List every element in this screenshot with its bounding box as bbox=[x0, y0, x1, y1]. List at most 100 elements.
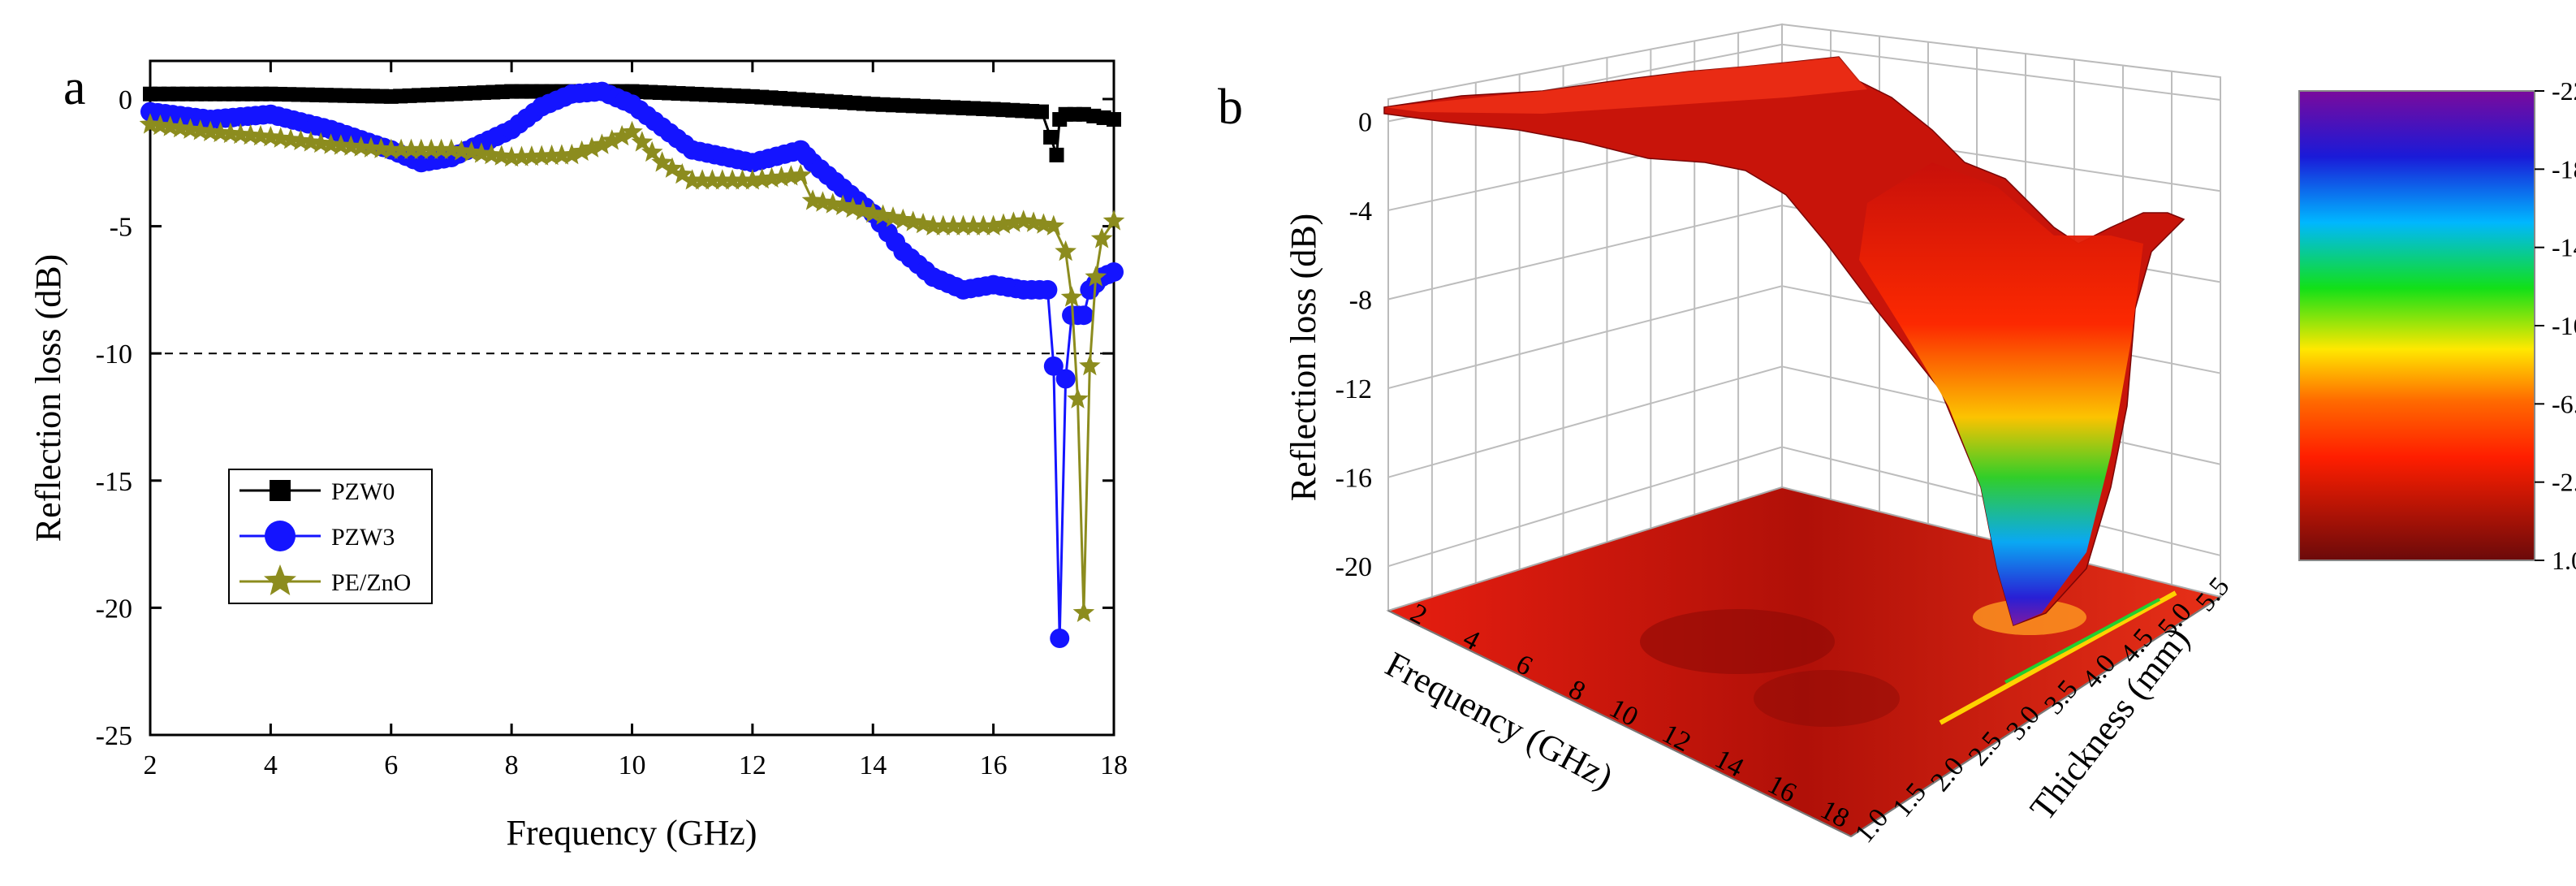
data-point-star bbox=[1055, 240, 1077, 261]
data-point-star bbox=[149, 114, 171, 136]
data-point-star bbox=[972, 214, 995, 236]
floor-minimum-band bbox=[1939, 590, 2177, 725]
data-point-star bbox=[992, 213, 1015, 234]
panel-a-y-axis-title: Reflection loss (dB) bbox=[28, 254, 68, 542]
y-tick-label: -10 bbox=[96, 339, 132, 370]
x-tick-label: 6 bbox=[384, 750, 398, 780]
data-point-star bbox=[270, 127, 292, 148]
x-tick-label: 16 bbox=[980, 750, 1008, 780]
data-point-star bbox=[580, 136, 603, 158]
data-point-star bbox=[410, 138, 433, 159]
data-point-star bbox=[179, 118, 201, 139]
data-point-star bbox=[541, 144, 563, 166]
data-point-star bbox=[922, 214, 944, 236]
data-point-circle bbox=[1038, 279, 1058, 300]
legend-item-pzw0: PZW0 bbox=[239, 478, 395, 505]
data-point-star bbox=[440, 138, 463, 159]
data-point-star bbox=[701, 169, 723, 190]
panel-a-label: a bbox=[63, 60, 86, 115]
z-tick-label: 0 bbox=[1358, 107, 1372, 137]
legend-item-pe-zno: PE/ZnO bbox=[239, 564, 411, 596]
data-point-star bbox=[320, 133, 342, 154]
legend-label-pe-zno: PE/ZnO bbox=[331, 569, 411, 596]
data-point-star bbox=[350, 136, 372, 157]
data-point-star bbox=[189, 119, 212, 140]
data-point-star bbox=[279, 128, 302, 149]
x-tick-label: 4 bbox=[264, 750, 278, 780]
data-point-star bbox=[691, 169, 714, 190]
colorbar-label: -6.000 bbox=[2552, 389, 2576, 418]
gridline-z-right bbox=[1781, 43, 2221, 102]
legend-star-marker bbox=[264, 564, 296, 595]
colorbar-label: -22.00 bbox=[2552, 76, 2576, 106]
data-point-star bbox=[1102, 210, 1125, 231]
data-point-star bbox=[842, 197, 864, 218]
data-point-star bbox=[591, 133, 613, 154]
z-tick-label: -12 bbox=[1335, 374, 1372, 404]
data-point-star bbox=[561, 143, 583, 165]
data-point-star bbox=[230, 123, 252, 145]
data-point-circle bbox=[1050, 628, 1070, 648]
colorbar-label: -18.00 bbox=[2552, 154, 2576, 184]
z-tick-label: -8 bbox=[1349, 286, 1372, 316]
data-point-star bbox=[952, 214, 974, 236]
y-tick-label: -5 bbox=[110, 213, 132, 243]
axis-edge bbox=[1850, 596, 2221, 837]
panel-a-line-chart: a 2 4 6 8 10 12 14 16 18 0 -5 -10 -15 -20 -25 Frequenc… bbox=[28, 59, 1128, 853]
panel-b-3d-surface: b 0-4-8-12-16-20246810121416181.01.52.02… bbox=[1218, 23, 2576, 849]
data-point-star bbox=[932, 214, 955, 236]
colorbar-label: -10.00 bbox=[2552, 311, 2576, 340]
data-point-star bbox=[300, 131, 322, 152]
series-pzw0 bbox=[143, 84, 1121, 162]
data-point-star bbox=[239, 123, 261, 145]
panel-a-series bbox=[139, 81, 1125, 648]
panel-a-plot-frame bbox=[149, 59, 1115, 737]
data-point-star bbox=[621, 120, 643, 141]
data-point-star bbox=[290, 129, 312, 150]
data-point-square bbox=[1107, 112, 1121, 127]
data-point-star bbox=[641, 140, 663, 162]
panel-a-legend: PZW0 PZW3 PE/ZnO bbox=[228, 469, 433, 604]
data-point-star bbox=[139, 113, 162, 134]
data-point-star bbox=[651, 151, 673, 172]
data-point-star bbox=[942, 214, 964, 236]
colorbar-label: 1.000 bbox=[2552, 546, 2576, 575]
data-point-star bbox=[260, 126, 282, 147]
data-point-star bbox=[451, 140, 472, 161]
data-point-circle bbox=[1104, 261, 1124, 282]
series-pe-zno bbox=[139, 113, 1125, 622]
z-tick-label: -4 bbox=[1349, 197, 1372, 227]
data-point-star bbox=[490, 145, 513, 166]
x-tick-label: 2 bbox=[144, 750, 157, 780]
data-point-star bbox=[209, 121, 231, 143]
legend-circle-marker bbox=[265, 521, 296, 551]
data-point-circle bbox=[1055, 369, 1076, 389]
data-point-star bbox=[822, 192, 844, 214]
data-point-star bbox=[789, 163, 812, 185]
data-point-star bbox=[340, 135, 362, 156]
data-point-star bbox=[1042, 214, 1065, 236]
data-point-star bbox=[601, 129, 624, 150]
data-point-star bbox=[470, 142, 493, 163]
panel-a-ticks: 2 4 6 8 10 12 14 16 18 0 -5 -10 -15 -20 -25 bbox=[96, 61, 1128, 780]
data-point-star bbox=[780, 165, 802, 186]
surface-absorption-dip bbox=[1859, 162, 2143, 625]
data-point-star bbox=[530, 145, 553, 166]
gridline-z-left bbox=[1387, 446, 1783, 568]
data-point-star bbox=[661, 157, 684, 178]
data-point-star bbox=[770, 166, 792, 187]
data-point-star bbox=[571, 140, 593, 161]
data-point-star bbox=[681, 169, 703, 190]
data-point-star bbox=[1003, 211, 1025, 232]
data-point-star bbox=[721, 169, 744, 190]
panel-b-label: b bbox=[1218, 80, 1243, 135]
data-point-star bbox=[309, 132, 332, 153]
data-point-star bbox=[711, 169, 734, 190]
gridline-z-left bbox=[1387, 205, 1783, 300]
data-point-star bbox=[1012, 210, 1034, 231]
data-point-star bbox=[741, 169, 764, 190]
panel-b-z-axis-title: Reflection loss (dB) bbox=[1284, 214, 1323, 501]
y-tick-label: -15 bbox=[96, 467, 132, 497]
data-point-star bbox=[400, 138, 422, 159]
data-point-star bbox=[500, 146, 523, 167]
